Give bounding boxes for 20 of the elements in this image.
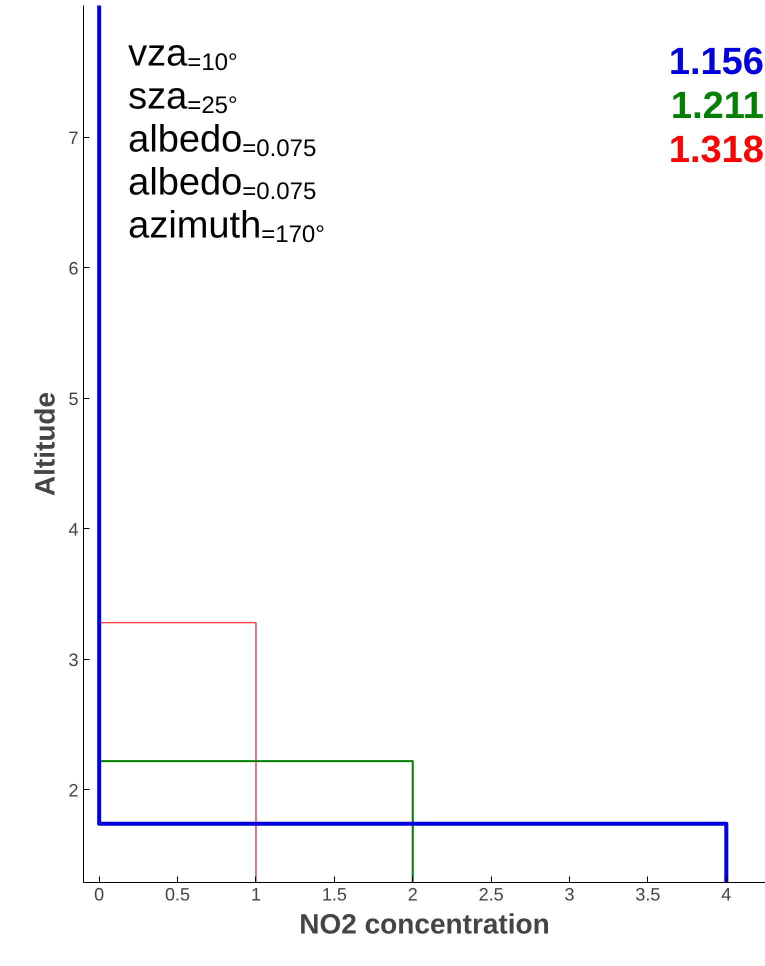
y-tick-label: 3 (68, 650, 79, 670)
x-tick-label: 0 (94, 884, 104, 904)
x-tick-label: 3 (564, 884, 575, 904)
text: 1.211 (670, 85, 764, 127)
y-tick-label: 7 (68, 128, 79, 148)
x-tick-label: 1.5 (322, 884, 347, 904)
x-tick-label: 3.5 (635, 884, 660, 904)
y-tick-label: 5 (68, 388, 79, 409)
y-tick-label: 4 (68, 519, 79, 540)
x-axis-title: NO2 concentration (299, 908, 550, 940)
x-tick-label: 2.5 (478, 884, 504, 904)
x-tick-label: 0.5 (165, 884, 190, 904)
y-tick-label: 2 (68, 780, 79, 800)
x-tick-label: 1 (250, 884, 261, 904)
x-tick-label: 4 (721, 884, 732, 904)
text: 1.156 (668, 41, 764, 83)
x-tick-label: 2 (408, 884, 418, 904)
y-axis-title: Altitude (29, 392, 60, 496)
text: 1.318 (668, 129, 764, 171)
y-tick-label: 6 (68, 258, 79, 278)
